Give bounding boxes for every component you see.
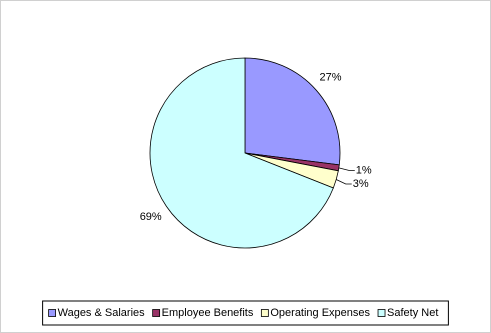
legend-label: Operating Expenses xyxy=(270,307,370,319)
legend-swatch xyxy=(260,309,269,317)
data-label: 1% xyxy=(356,164,372,176)
legend-label: Wages & Salaries xyxy=(58,307,146,319)
legend-swatch xyxy=(48,309,57,317)
legend-swatch xyxy=(152,309,161,317)
leader-line xyxy=(338,167,355,171)
data-label: 27% xyxy=(319,72,341,84)
legend-label: Employee Benefits xyxy=(162,307,254,319)
data-label: 69% xyxy=(140,211,162,223)
pie-slice xyxy=(244,57,341,166)
legend-label: Safety Net xyxy=(387,307,438,319)
legend-swatch xyxy=(377,309,386,317)
pie-slice xyxy=(149,57,334,249)
leader-line xyxy=(336,179,352,185)
data-label: 3% xyxy=(353,178,369,190)
